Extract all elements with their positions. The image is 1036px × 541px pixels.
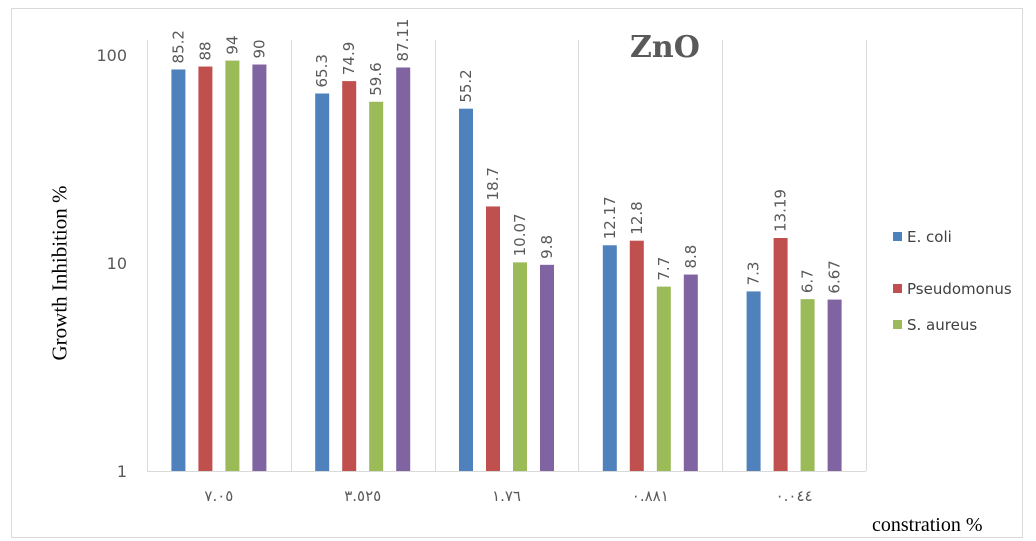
bar <box>773 237 788 471</box>
data-label: 9.8 <box>538 235 556 259</box>
y-tick-label: 10 <box>107 254 127 273</box>
bar <box>396 67 411 471</box>
x-tick-label: ٧.٠٥ <box>204 487 233 505</box>
data-label: 85.2 <box>169 30 187 63</box>
y-tick-label: 1 <box>117 462 127 481</box>
bar <box>486 206 500 471</box>
legend-item-pseudomonus: Pseudomonus <box>893 280 1036 298</box>
bar <box>629 240 644 471</box>
x-tick-label: ٣.٥٢٥ <box>344 487 381 505</box>
axis-layer: 1 10 100 ٧.٠٥ ٣.٥٢٥ ١.٧٦ ٠.٨٨١ ٠.٠٤٤ <box>96 46 866 505</box>
bars-layer <box>171 60 842 472</box>
bar <box>602 245 617 471</box>
data-label: 65.3 <box>313 54 331 87</box>
bar <box>315 93 330 472</box>
bar <box>656 286 671 471</box>
data-label: 87.11 <box>394 19 412 62</box>
data-label: 6.67 <box>826 260 844 293</box>
data-label: 18.7 <box>484 167 502 200</box>
data-label: 12.8 <box>628 201 646 234</box>
data-label: 90 <box>250 39 268 58</box>
x-tick-label: ١.٧٦ <box>492 487 521 505</box>
legend-swatch-pseudomonus <box>893 284 902 293</box>
chart-title: ZnO <box>630 30 700 65</box>
x-axis-label: constration % <box>872 514 983 536</box>
legend-swatch-s-aureus <box>893 320 902 329</box>
bar <box>198 66 213 471</box>
bar <box>225 60 240 471</box>
data-label: 10.07 <box>511 213 529 256</box>
data-label: 74.9 <box>340 42 358 75</box>
bar <box>683 274 698 471</box>
data-label: 6.7 <box>799 269 817 293</box>
bar <box>459 108 473 472</box>
bar <box>171 69 186 471</box>
data-label: 8.8 <box>682 245 700 269</box>
bar <box>800 299 815 471</box>
data-labels-layer: 85.2 65.3 55.2 12.17 7.3 88 74.9 18.7 12.8 13.19 9… <box>169 19 843 294</box>
y-tick-label: 100 <box>96 46 127 65</box>
chart-frame <box>11 8 1023 538</box>
bar <box>513 262 527 471</box>
x-tick-label: ٠.٨٨١ <box>632 487 669 505</box>
data-label: 7.3 <box>745 262 763 286</box>
data-label: 94 <box>223 35 241 54</box>
bar <box>746 291 761 471</box>
legend-swatch-e-coli <box>893 232 902 241</box>
bar <box>342 81 357 471</box>
bar <box>827 299 842 471</box>
legend-label-pseudomonus: Pseudomonus <box>907 280 1012 298</box>
y-axis-label: Growth Inhibition % <box>47 185 72 361</box>
legend-label-e-coli: E. coli <box>907 228 952 246</box>
legend-item-s-aureus: S. aureus <box>893 316 1036 334</box>
data-label: 88 <box>196 41 214 60</box>
bar <box>369 101 384 471</box>
legend-item-e-coli: E. coli <box>893 228 1036 246</box>
legend-label-s-aureus: S. aureus <box>907 316 978 334</box>
bar <box>252 64 267 472</box>
data-label: 13.19 <box>772 189 790 232</box>
grid-layer <box>147 40 867 471</box>
data-label: 7.7 <box>655 257 673 281</box>
bar <box>540 264 554 471</box>
data-label: 55.2 <box>457 69 475 102</box>
x-tick-label: ٠.٠٤٤ <box>776 487 813 505</box>
data-label: 59.6 <box>367 62 385 95</box>
data-label: 12.17 <box>601 196 619 239</box>
